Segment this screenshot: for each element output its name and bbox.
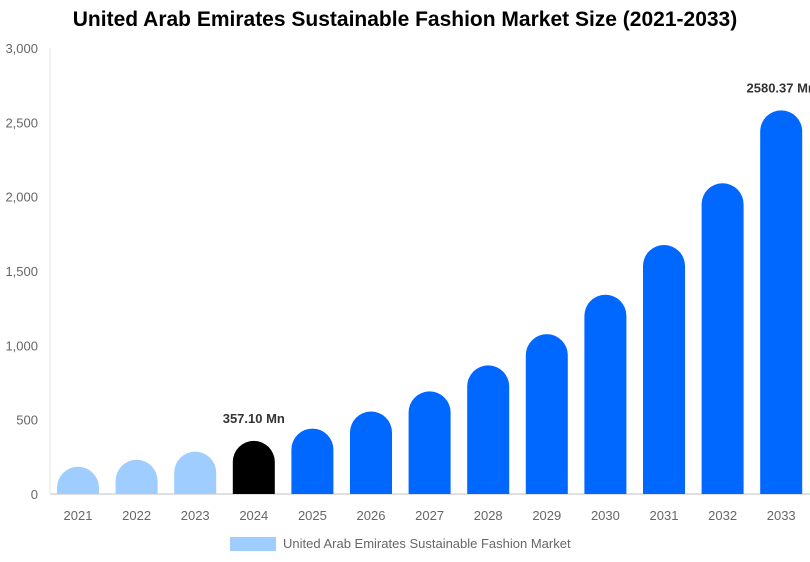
x-tick-label: 2021: [64, 508, 93, 523]
x-tick-label: 2023: [181, 508, 210, 523]
bar-2026[interactable]: [350, 411, 392, 494]
x-tick-label: 2033: [767, 508, 796, 523]
bar-2030[interactable]: [584, 294, 627, 494]
y-tick-label: 1,500: [5, 264, 38, 279]
bar-2032[interactable]: [701, 183, 744, 494]
y-tick-label: 2,500: [5, 115, 38, 130]
chart-title: United Arab Emirates Sustainable Fashion…: [72, 8, 738, 31]
data-label: 357.10 Mn: [223, 411, 285, 426]
legend-label: United Arab Emirates Sustainable Fashion…: [283, 536, 571, 551]
bar-2024[interactable]: [232, 440, 275, 494]
y-tick-label: 500: [16, 413, 38, 428]
data-label: 2580.37 Mn: [747, 80, 810, 95]
bar-2031[interactable]: [643, 244, 685, 494]
y-tick-label: 1,000: [5, 338, 38, 353]
bar-2027[interactable]: [408, 391, 451, 494]
x-tick-label: 2026: [357, 508, 386, 523]
legend[interactable]: United Arab Emirates Sustainable Fashion…: [230, 536, 571, 551]
x-tick-label: 2031: [650, 508, 679, 523]
bar-2028[interactable]: [467, 365, 510, 494]
bar-2022[interactable]: [115, 459, 158, 494]
bar-2033[interactable]: [760, 110, 803, 494]
bar-2021[interactable]: [57, 466, 99, 494]
x-tick-label: 2027: [415, 508, 444, 523]
x-tick-label: 2024: [239, 508, 268, 523]
bar-2029[interactable]: [525, 334, 568, 494]
x-tick-label: 2032: [708, 508, 737, 523]
x-tick-label: 2029: [532, 508, 561, 523]
y-tick-label: 0: [31, 487, 38, 502]
y-tick-label: 3,000: [5, 41, 38, 56]
bar-2023[interactable]: [174, 451, 217, 494]
y-tick-label: 2,000: [5, 190, 38, 205]
x-tick-label: 2022: [122, 508, 151, 523]
legend-swatch: [230, 536, 276, 551]
x-tick-label: 2030: [591, 508, 620, 523]
x-tick-label: 2025: [298, 508, 327, 523]
x-tick-label: 2028: [474, 508, 503, 523]
bar-2025[interactable]: [291, 428, 334, 494]
